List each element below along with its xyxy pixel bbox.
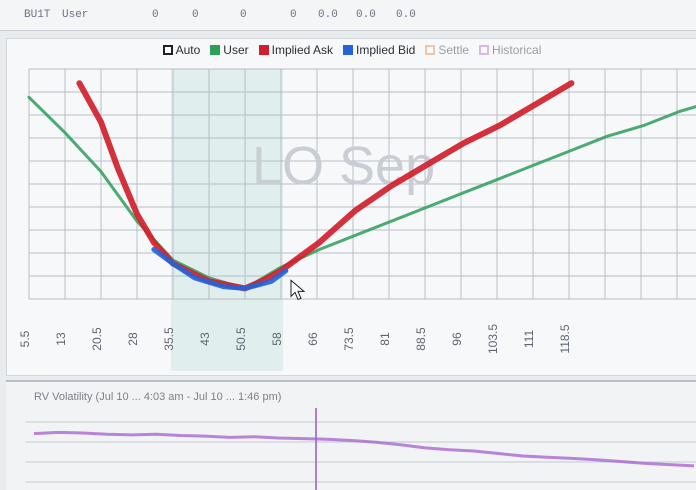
historical-caption: RV Volatility (Jul 10 ... 4:03 am - Jul … [34, 391, 282, 403]
x-tick-label: 66 [306, 332, 320, 346]
legend-item[interactable]: Settle [425, 43, 469, 57]
x-tick-label: 5.5 [18, 330, 32, 347]
legend-label: Settle [438, 43, 470, 57]
top-strip-cell: 0 [152, 9, 159, 21]
x-tick-label: 20.5 [90, 327, 104, 351]
top-data-strip: BU1T User 0 0 0 0 0.0 0.0 0.0 [0, 0, 696, 31]
historical-panel: RV Volatility (Jul 10 ... 4:03 am - Jul … [6, 380, 696, 490]
series-line-implied-ask [76, 80, 575, 292]
historical-line [33, 430, 695, 468]
chart-watermark: LO Sep [252, 136, 435, 196]
x-tick-label: 88.5 [414, 327, 428, 351]
top-strip-cell: 0.0 [356, 9, 376, 21]
x-tick-label: 13 [54, 332, 68, 346]
x-tick-label: 50.5 [234, 327, 248, 351]
mouse-pointer-icon [290, 279, 306, 301]
top-strip-cell: 0 [290, 9, 297, 21]
x-tick-label: 81 [378, 332, 392, 346]
x-tick-label: 118.5 [558, 324, 572, 353]
top-strip-cell: 0.0 [318, 9, 338, 21]
legend-swatch-icon [479, 45, 490, 55]
legend-swatch-icon [162, 45, 173, 55]
x-tick-label: 35.5 [162, 327, 176, 351]
smile-chart-panel: LO Sep 5.5 13 20.5 28 35.5 43 50.5 58 66 73.5 81 88.… [6, 38, 696, 376]
volatility-smile-chart: LO Sep 5.5 13 20.5 28 35.5 43 50.5 58 66 73.5 81 88.… [18, 68, 696, 371]
x-tick-label: 58 [270, 332, 284, 346]
legend-label: Implied Ask [271, 43, 333, 57]
legend-swatch-icon [425, 45, 436, 55]
x-tick-label: 73.5 [342, 327, 356, 351]
legend-swatch-icon [342, 45, 353, 55]
legend-label: Implied Bid [355, 43, 416, 57]
legend-swatch-icon [210, 45, 221, 55]
legend-item[interactable]: Historical [479, 43, 541, 57]
atm-highlight [171, 69, 283, 371]
top-strip-cell: 0 [192, 9, 199, 21]
legend-item[interactable]: Auto [162, 43, 201, 57]
historical-chart [26, 408, 696, 490]
series-line-implied-bid [151, 247, 289, 291]
top-strip-cell: User [62, 9, 89, 21]
legend-item[interactable]: Implied Ask [258, 43, 333, 57]
x-tick-label: 96 [450, 332, 464, 346]
legend-swatch-icon [258, 45, 269, 55]
top-strip-cell: 0 [240, 9, 247, 21]
legend-label: Auto [175, 43, 201, 57]
x-tick-label: 28 [126, 332, 140, 346]
x-tick-label: 43 [198, 332, 212, 346]
legend-item[interactable]: Implied Bid [342, 43, 416, 57]
x-tick-label: 111 [522, 330, 536, 349]
legend-item[interactable]: User [210, 43, 249, 57]
chart-legend: Auto User Implied Ask Implied Bid Settle Hist… [7, 39, 696, 61]
top-strip-cell: 0.0 [396, 9, 416, 21]
legend-label: Historical [492, 43, 542, 57]
top-strip-cell: BU1T [24, 9, 51, 21]
x-tick-label: 103.5 [486, 324, 500, 354]
legend-label: User [223, 43, 249, 57]
